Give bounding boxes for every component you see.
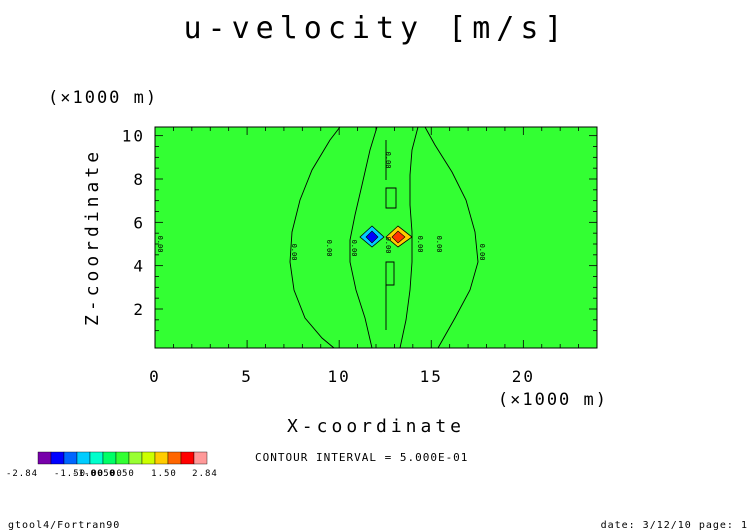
colorbar-label: 0.50 bbox=[109, 469, 135, 479]
contour-label: 0.00 bbox=[350, 240, 358, 257]
colorbar-swatch bbox=[37, 451, 52, 465]
colorbar-swatch bbox=[63, 451, 78, 465]
negative-core-inner bbox=[365, 230, 379, 244]
contour-label: 0.00 bbox=[325, 240, 333, 257]
footer-right: date: 3/12/10 page: 1 bbox=[601, 520, 748, 531]
y-tick-label: 4 bbox=[133, 257, 145, 276]
contour-right-outer bbox=[424, 126, 479, 349]
colorbar-swatch bbox=[128, 451, 143, 465]
y-tick-label: 8 bbox=[133, 170, 145, 189]
x-tick-label: 15 bbox=[420, 367, 443, 386]
colorbar-label: -2.84 bbox=[6, 469, 38, 479]
footer-left: gtool4/Fortran90 bbox=[8, 520, 120, 531]
colorbar-swatch bbox=[102, 451, 117, 465]
colorbar-swatch bbox=[193, 451, 208, 465]
contour-value-labels: 0.00 0.00 0.00 0.00 0.00 0.00 0.00 0.00 0.00 bbox=[156, 152, 486, 261]
colorbar-swatch bbox=[167, 451, 182, 465]
colorbar-swatch bbox=[180, 451, 195, 465]
y-axis-title: Z-coordinate bbox=[82, 148, 103, 326]
colorbar-label: 0.00 bbox=[97, 469, 123, 479]
colorbar-label: -0.50 bbox=[84, 469, 116, 479]
contour-interval-text: CONTOUR INTERVAL = 5.000E-01 bbox=[255, 451, 468, 464]
colorbar-swatch bbox=[76, 451, 91, 465]
contour-label: 0.00 bbox=[290, 244, 298, 261]
x-tick-label: 20 bbox=[512, 367, 535, 386]
colorbar-swatch bbox=[50, 451, 65, 465]
contour-label: 0.00 bbox=[435, 236, 443, 253]
x-tick-label: 5 bbox=[241, 367, 253, 386]
y-unit-label: (×1000 m) bbox=[48, 88, 158, 108]
contour-label: 0.00 bbox=[416, 236, 424, 253]
contour-left-inner bbox=[349, 126, 378, 349]
y-tick-label: 6 bbox=[133, 213, 145, 232]
colorbar-label: 2.84 bbox=[192, 469, 218, 479]
colorbar-label: -1.00 bbox=[72, 469, 104, 479]
colorbar-swatch bbox=[89, 451, 104, 465]
contour-right-inner bbox=[399, 126, 419, 349]
colorbar-label: 1.50 bbox=[151, 469, 177, 479]
contour-label: 0.00 bbox=[384, 152, 392, 169]
y-tick-label: 2 bbox=[133, 300, 145, 319]
contour-label: 0.00 bbox=[156, 236, 164, 253]
colorbar: -2.84 -1.50-1.00-0.500.000.50 1.50 2.84 bbox=[6, 451, 218, 479]
x-tick-label: 10 bbox=[328, 367, 351, 386]
contour-lower-box bbox=[385, 261, 395, 286]
colorbar-swatch bbox=[115, 451, 130, 465]
contour-lines bbox=[289, 126, 479, 349]
x-tick-label: 0 bbox=[149, 367, 161, 386]
x-unit-label: (×1000 m) bbox=[498, 390, 608, 410]
colorbar-label: -1.50 bbox=[54, 469, 86, 479]
axes: 0 5 10 15 20 2 4 6 8 10 bbox=[122, 127, 598, 386]
colorbar-swatch bbox=[154, 451, 169, 465]
x-axis-title: X-coordinate bbox=[287, 416, 465, 437]
colorbar-swatch bbox=[141, 451, 156, 465]
contour-label: 0.00 bbox=[384, 237, 392, 254]
contour-left-outer bbox=[289, 126, 341, 349]
positive-core-inner bbox=[391, 230, 406, 244]
y-tick-label: 10 bbox=[122, 127, 145, 146]
contour-label: 0.00 bbox=[478, 244, 486, 261]
chart-title: u-velocity [m/s] bbox=[184, 11, 569, 46]
contour-center-box bbox=[385, 187, 397, 209]
